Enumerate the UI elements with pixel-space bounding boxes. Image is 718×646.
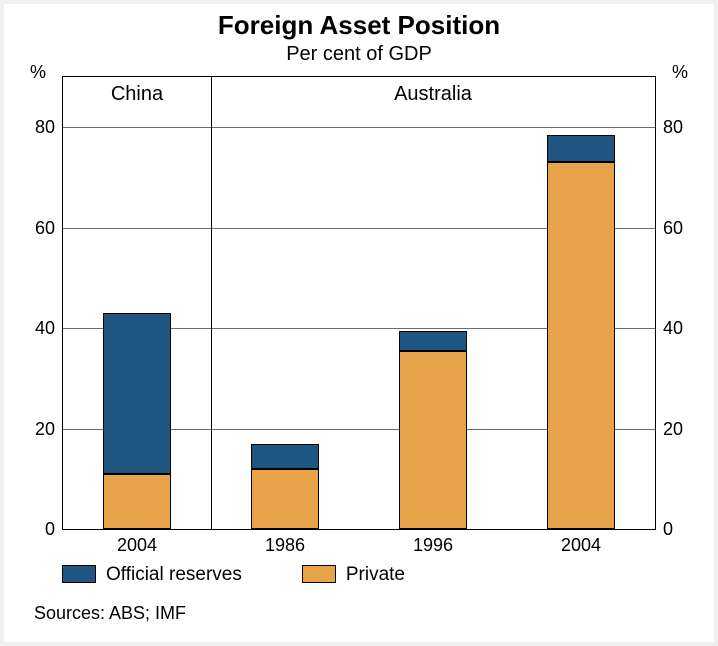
bar-segment-private	[251, 469, 319, 529]
plot-area: % % 002020404060608080China2004Australia…	[62, 76, 656, 530]
bar-segment-official	[399, 331, 467, 351]
bar	[251, 444, 319, 529]
x-tick-label: 1986	[211, 535, 359, 556]
bar-segment-private	[547, 162, 615, 529]
y-axis-unit-left: %	[30, 62, 46, 83]
bar-segment-official	[103, 313, 171, 474]
y-tick-label-right: 20	[663, 419, 683, 440]
x-tick-label: 2004	[63, 535, 211, 556]
gridline	[63, 127, 655, 128]
chart-frame: Foreign Asset Position Per cent of GDP %…	[0, 0, 718, 646]
y-tick-label-right: 60	[663, 218, 683, 239]
bar	[547, 135, 615, 529]
x-tick-label: 2004	[507, 535, 655, 556]
bar-segment-official	[547, 135, 615, 163]
y-tick-label-left: 20	[35, 419, 55, 440]
sources-text: Sources: ABS; IMF	[34, 603, 186, 624]
y-tick-label-right: 40	[663, 318, 683, 339]
legend-swatch	[302, 565, 336, 583]
y-tick-label-left: 80	[35, 117, 55, 138]
y-tick-label-left: 0	[45, 519, 55, 540]
y-axis-unit-right: %	[672, 62, 688, 83]
chart-inner: Foreign Asset Position Per cent of GDP %…	[4, 4, 714, 642]
chart-subtitle: Per cent of GDP	[4, 41, 714, 66]
bar-segment-official	[251, 444, 319, 469]
legend-label: Official reserves	[106, 564, 242, 585]
y-tick-label-right: 80	[663, 117, 683, 138]
legend-label: Private	[346, 564, 405, 585]
y-tick-label-left: 40	[35, 318, 55, 339]
chart-title: Foreign Asset Position	[4, 4, 714, 41]
bar	[103, 313, 171, 529]
bar	[399, 331, 467, 529]
panel-label: China	[63, 83, 211, 106]
bar-segment-private	[399, 351, 467, 529]
legend: Official reserves Private	[62, 564, 405, 586]
x-tick-label: 1996	[359, 535, 507, 556]
legend-item: Official reserves	[62, 564, 242, 586]
y-tick-label-left: 60	[35, 218, 55, 239]
y-tick-label-right: 0	[663, 519, 673, 540]
legend-swatch	[62, 565, 96, 583]
legend-item: Private	[302, 564, 405, 586]
panel-label: Australia	[211, 83, 655, 106]
panel-divider	[211, 77, 212, 529]
bar-segment-private	[103, 474, 171, 529]
